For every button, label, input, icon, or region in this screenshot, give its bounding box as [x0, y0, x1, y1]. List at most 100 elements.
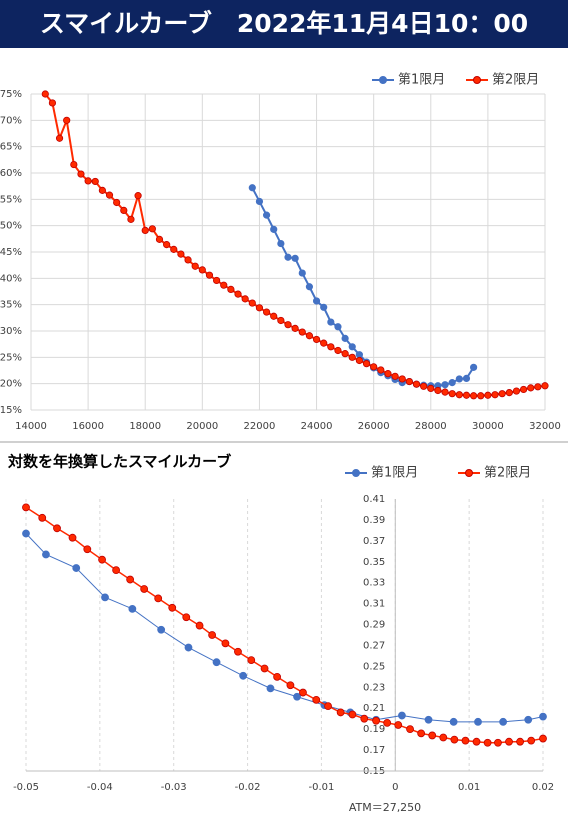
data-point — [260, 664, 269, 673]
y-tick-label: 0.27 — [363, 640, 385, 651]
data-point — [377, 366, 385, 374]
x-tick-label: -0.04 — [87, 782, 113, 793]
data-point — [84, 177, 92, 185]
data-point — [68, 533, 77, 542]
data-point — [63, 116, 71, 124]
data-point — [266, 684, 275, 693]
legend-label: 第1限月 — [371, 466, 418, 481]
legend-marker — [352, 469, 360, 477]
data-point — [148, 225, 156, 233]
data-point — [77, 170, 85, 178]
x-tick-label: 24000 — [301, 421, 333, 432]
data-point — [499, 717, 508, 726]
data-point — [527, 384, 535, 392]
y-tick-label: 15% — [0, 405, 22, 416]
data-point — [208, 631, 217, 639]
y-tick-label: 0.25 — [363, 661, 385, 672]
data-point — [449, 717, 458, 726]
y-tick-label: 50% — [0, 221, 22, 232]
y-tick-label: 0.23 — [363, 682, 385, 693]
y-tick-label: 70% — [0, 115, 22, 126]
data-point — [474, 717, 482, 726]
data-point — [293, 692, 301, 701]
x-tick-label: 22000 — [244, 421, 276, 432]
data-point — [336, 708, 345, 717]
data-point — [448, 379, 456, 387]
data-point — [98, 555, 106, 564]
y-tick-label: 55% — [0, 194, 22, 205]
data-point — [157, 625, 166, 634]
data-point — [427, 384, 435, 393]
x-tick-label: 26000 — [358, 421, 390, 432]
data-point — [126, 575, 135, 584]
data-point — [512, 387, 521, 395]
data-point — [491, 391, 499, 399]
data-point — [428, 731, 437, 740]
data-point — [291, 254, 299, 262]
x-tick-label: 18000 — [129, 421, 161, 432]
data-point — [327, 318, 335, 326]
data-point — [398, 711, 406, 720]
data-point — [277, 239, 285, 248]
data-point — [170, 245, 178, 253]
data-point — [284, 253, 292, 261]
data-point — [248, 299, 256, 307]
data-point — [98, 186, 106, 194]
data-point — [448, 390, 456, 398]
data-point — [455, 391, 463, 399]
data-point — [348, 353, 356, 361]
x-tick-label: -0.03 — [161, 782, 187, 793]
data-point — [298, 269, 306, 277]
y-tick-label: 0.29 — [363, 620, 385, 631]
data-point — [184, 256, 192, 264]
data-point — [450, 735, 459, 744]
data-point — [391, 372, 399, 380]
data-point — [154, 594, 163, 603]
data-point — [320, 339, 328, 347]
data-point — [38, 513, 47, 522]
banner-title: スマイルカーブ 2022年11月4日10：00 — [40, 9, 528, 38]
data-point — [406, 725, 414, 734]
data-point — [53, 524, 61, 533]
data-point — [362, 360, 371, 368]
x-tick-label: 20000 — [186, 421, 218, 432]
data-point — [270, 225, 278, 233]
data-point — [334, 346, 342, 355]
data-point — [101, 593, 109, 602]
data-point — [291, 324, 299, 332]
data-point — [320, 303, 328, 311]
data-point — [184, 643, 193, 652]
legend-label: 第2限月 — [492, 73, 539, 88]
data-point — [472, 737, 481, 746]
data-point — [424, 715, 433, 724]
x-tick-label: 30000 — [472, 421, 504, 432]
x-tick-label: 28000 — [415, 421, 447, 432]
data-point — [494, 738, 502, 747]
data-point — [141, 226, 149, 235]
data-point — [177, 250, 185, 258]
data-point — [516, 737, 525, 746]
data-point — [270, 312, 278, 320]
data-point — [417, 729, 426, 738]
data-point — [312, 297, 321, 305]
legend-marker — [465, 469, 473, 477]
data-point — [70, 160, 78, 169]
data-point — [213, 276, 221, 285]
data-point — [212, 658, 221, 667]
data-point — [48, 99, 57, 107]
series-line — [44, 93, 546, 397]
data-point — [220, 281, 228, 289]
series-line — [25, 506, 544, 744]
y-tick-label: 75% — [0, 89, 22, 100]
data-point — [241, 295, 249, 303]
data-point — [441, 388, 449, 396]
y-tick-label: 0.37 — [363, 536, 385, 547]
data-point — [462, 391, 471, 399]
data-point — [327, 343, 335, 351]
data-point — [255, 197, 264, 206]
chart-title: 対数を年換算したスマイルカーブ — [7, 453, 231, 471]
data-point — [372, 716, 380, 725]
y-tick-label: 65% — [0, 142, 22, 153]
data-point — [227, 285, 235, 293]
data-point — [72, 564, 81, 572]
